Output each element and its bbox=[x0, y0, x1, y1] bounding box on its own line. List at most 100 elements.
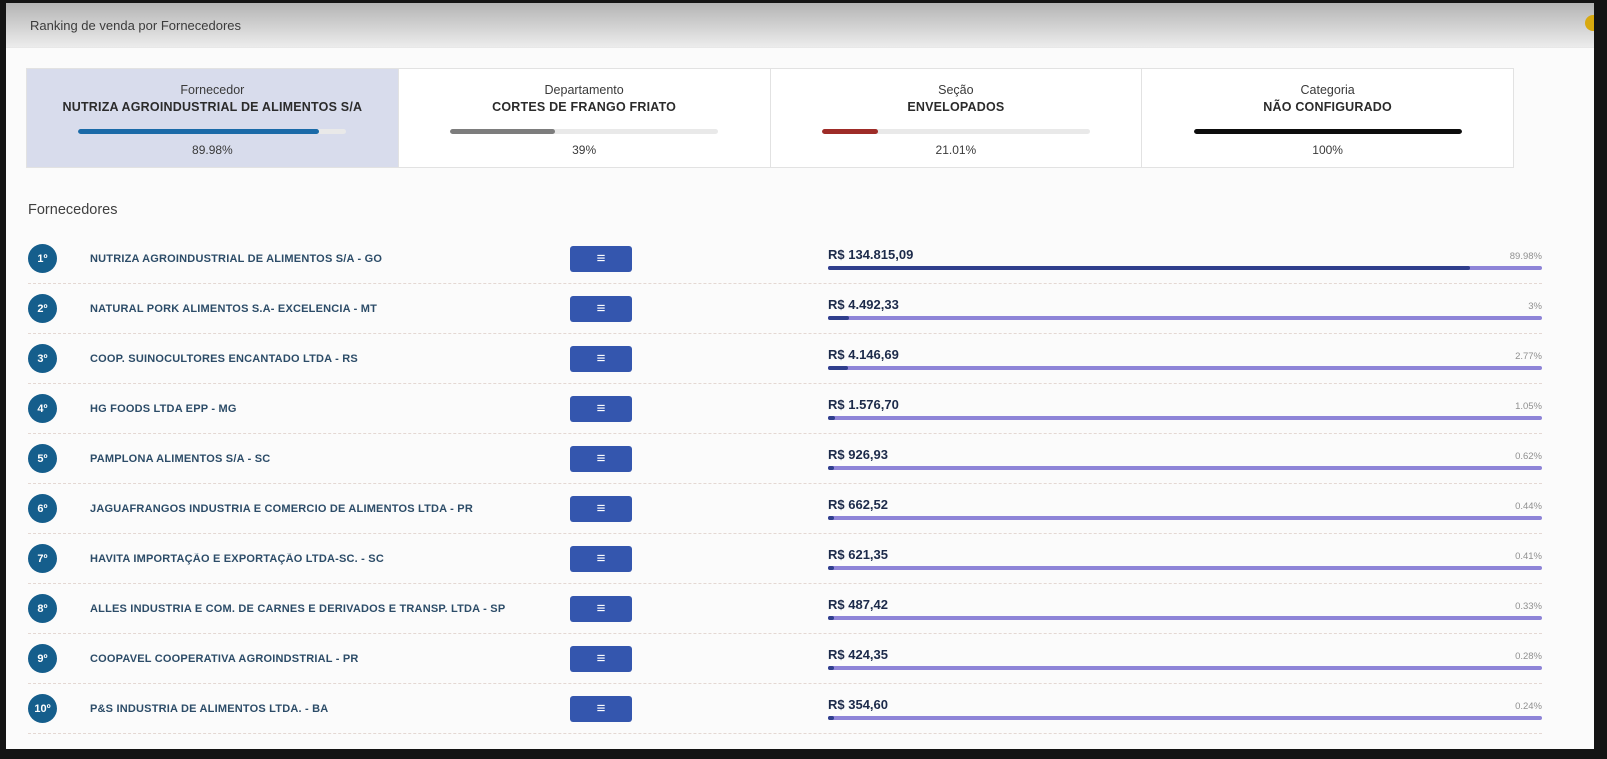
card-fornecedor[interactable]: Fornecedor NUTRIZA AGROINDUSTRIAL DE ALI… bbox=[27, 69, 399, 167]
card-percent: 39% bbox=[572, 143, 597, 157]
progress-bar-track bbox=[828, 616, 1542, 620]
row-menu-button[interactable]: ≡ bbox=[570, 295, 632, 322]
progress-bar-track bbox=[828, 416, 1542, 420]
supplier-list: 1º NUTRIZA AGROINDUSTRIAL DE ALIMENTOS S… bbox=[6, 234, 1594, 734]
progress-bar-fill bbox=[828, 266, 1471, 270]
row-menu-button[interactable]: ≡ bbox=[570, 495, 632, 522]
progress-bar-fill bbox=[828, 616, 834, 620]
card-departamento[interactable]: Departamento CORTES DE FRANGO FRIATO 39% bbox=[398, 69, 771, 167]
supplier-name: COOPAVEL COOPERATIVA AGROINDSTRIAL - PR bbox=[90, 652, 359, 665]
sales-value: R$ 926,93 bbox=[828, 447, 888, 462]
percent-label: 2.77% bbox=[1515, 351, 1542, 362]
sales-value: R$ 4.492,33 bbox=[828, 297, 899, 312]
percent-label: 1.05% bbox=[1515, 401, 1542, 412]
card-progress-fill bbox=[450, 129, 555, 134]
yellow-indicator-icon bbox=[1585, 15, 1594, 31]
menu-icon: ≡ bbox=[596, 650, 606, 667]
supplier-row: 4º HG FOODS LTDA EPP - MG ≡ R$ 1.576,70 … bbox=[28, 384, 1542, 434]
progress-bar-fill bbox=[828, 416, 836, 420]
card-categoria[interactable]: Categoria NÃO CONFIGURADO 100% bbox=[1142, 69, 1513, 167]
percent-label: 0.24% bbox=[1515, 701, 1542, 712]
progress-bar-track bbox=[828, 716, 1542, 720]
card-progress-track bbox=[450, 129, 719, 134]
percent-label: 0.33% bbox=[1515, 601, 1542, 612]
sales-value: R$ 1.576,70 bbox=[828, 397, 899, 412]
progress-bar-track bbox=[828, 466, 1542, 470]
card-progress-track bbox=[821, 129, 1090, 134]
supplier-row: 10º P&S INDUSTRIA DE ALIMENTOS LTDA. - B… bbox=[28, 684, 1542, 734]
card-value: ENVELOPADOS bbox=[907, 100, 1005, 114]
card-progress-track bbox=[1193, 129, 1462, 134]
page-title: Ranking de venda por Fornecedores bbox=[30, 17, 242, 33]
sales-value: R$ 354,60 bbox=[828, 697, 888, 712]
progress-bar-fill bbox=[828, 666, 834, 670]
sales-value: R$ 424,35 bbox=[828, 647, 888, 662]
card-label: Seção bbox=[938, 83, 974, 97]
percent-label: 0.28% bbox=[1515, 651, 1542, 662]
supplier-name: HG FOODS LTDA EPP - MG bbox=[90, 402, 237, 415]
supplier-row: 8º ALLES INDUSTRIA E COM. DE CARNES E DE… bbox=[28, 584, 1542, 634]
row-menu-button[interactable]: ≡ bbox=[570, 545, 632, 572]
section-title: Fornecedores bbox=[28, 202, 118, 218]
card-progress-track bbox=[78, 129, 347, 134]
card-progress-fill bbox=[821, 129, 879, 134]
menu-icon: ≡ bbox=[596, 550, 606, 567]
rank-badge: 5º bbox=[28, 444, 57, 473]
summary-cards: Fornecedor NUTRIZA AGROINDUSTRIAL DE ALI… bbox=[26, 68, 1514, 168]
progress-bar-track bbox=[828, 516, 1542, 520]
progress-bar-track bbox=[828, 566, 1542, 570]
percent-label: 0.41% bbox=[1515, 551, 1542, 562]
sales-value: R$ 4.146,69 bbox=[828, 347, 899, 362]
card-progress-fill bbox=[78, 129, 320, 134]
supplier-row: 6º JAGUAFRANGOS INDUSTRIA E COMERCIO DE … bbox=[28, 484, 1542, 534]
sales-value: R$ 621,35 bbox=[828, 547, 888, 562]
supplier-row: 5º PAMPLONA ALIMENTOS S/A - SC ≡ R$ 926,… bbox=[28, 434, 1542, 484]
supplier-name: JAGUAFRANGOS INDUSTRIA E COMERCIO DE ALI… bbox=[90, 502, 473, 515]
supplier-name: ALLES INDUSTRIA E COM. DE CARNES E DERIV… bbox=[90, 602, 506, 615]
card-label: Categoria bbox=[1300, 83, 1355, 97]
card-percent: 89.98% bbox=[192, 143, 233, 157]
card-value: NUTRIZA AGROINDUSTRIAL DE ALIMENTOS S/A bbox=[62, 100, 363, 114]
row-menu-button[interactable]: ≡ bbox=[570, 645, 632, 672]
menu-icon: ≡ bbox=[596, 500, 606, 517]
menu-icon: ≡ bbox=[596, 350, 606, 367]
menu-icon: ≡ bbox=[596, 600, 606, 617]
supplier-row: 1º NUTRIZA AGROINDUSTRIAL DE ALIMENTOS S… bbox=[28, 234, 1542, 284]
percent-label: 3% bbox=[1528, 301, 1542, 312]
row-menu-button[interactable]: ≡ bbox=[570, 695, 632, 722]
rank-badge: 8º bbox=[28, 594, 57, 623]
row-menu-button[interactable]: ≡ bbox=[570, 595, 632, 622]
rank-badge: 10º bbox=[28, 694, 57, 723]
supplier-row: 9º COOPAVEL COOPERATIVA AGROINDSTRIAL - … bbox=[28, 634, 1542, 684]
progress-bar-track bbox=[828, 266, 1542, 270]
progress-bar-fill bbox=[828, 716, 834, 720]
header: Ranking de venda por Fornecedores bbox=[6, 3, 1594, 48]
supplier-name: NUTRIZA AGROINDUSTRIAL DE ALIMENTOS S/A … bbox=[90, 252, 383, 265]
row-menu-button[interactable]: ≡ bbox=[570, 345, 632, 372]
menu-icon: ≡ bbox=[596, 450, 606, 467]
menu-icon: ≡ bbox=[596, 250, 606, 267]
progress-bar-track bbox=[828, 316, 1542, 320]
supplier-name: NATURAL PORK ALIMENTOS S.A- EXCELENCIA -… bbox=[90, 302, 378, 315]
supplier-row: 2º NATURAL PORK ALIMENTOS S.A- EXCELENCI… bbox=[28, 284, 1542, 334]
menu-icon: ≡ bbox=[596, 700, 606, 717]
row-menu-button[interactable]: ≡ bbox=[570, 245, 632, 272]
rank-badge: 1º bbox=[28, 244, 57, 273]
sales-value: R$ 487,42 bbox=[828, 597, 888, 612]
row-menu-button[interactable]: ≡ bbox=[570, 395, 632, 422]
rank-badge: 2º bbox=[28, 294, 57, 323]
card-value: NÃO CONFIGURADO bbox=[1263, 100, 1392, 114]
menu-icon: ≡ bbox=[596, 400, 606, 417]
card-value: CORTES DE FRANGO FRIATO bbox=[492, 100, 677, 114]
progress-bar-fill bbox=[828, 466, 834, 470]
card-secao[interactable]: Seção ENVELOPADOS 21.01% bbox=[770, 69, 1143, 167]
supplier-name: HAVITA IMPORTAÇÃO E EXPORTAÇÃO LTDA-SC. … bbox=[90, 552, 384, 565]
rank-badge: 7º bbox=[28, 544, 57, 573]
progress-bar-fill bbox=[828, 366, 848, 370]
progress-bar-track bbox=[828, 366, 1542, 370]
rank-badge: 4º bbox=[28, 394, 57, 423]
percent-label: 0.44% bbox=[1515, 501, 1542, 512]
progress-bar-track bbox=[828, 666, 1542, 670]
row-menu-button[interactable]: ≡ bbox=[570, 445, 632, 472]
